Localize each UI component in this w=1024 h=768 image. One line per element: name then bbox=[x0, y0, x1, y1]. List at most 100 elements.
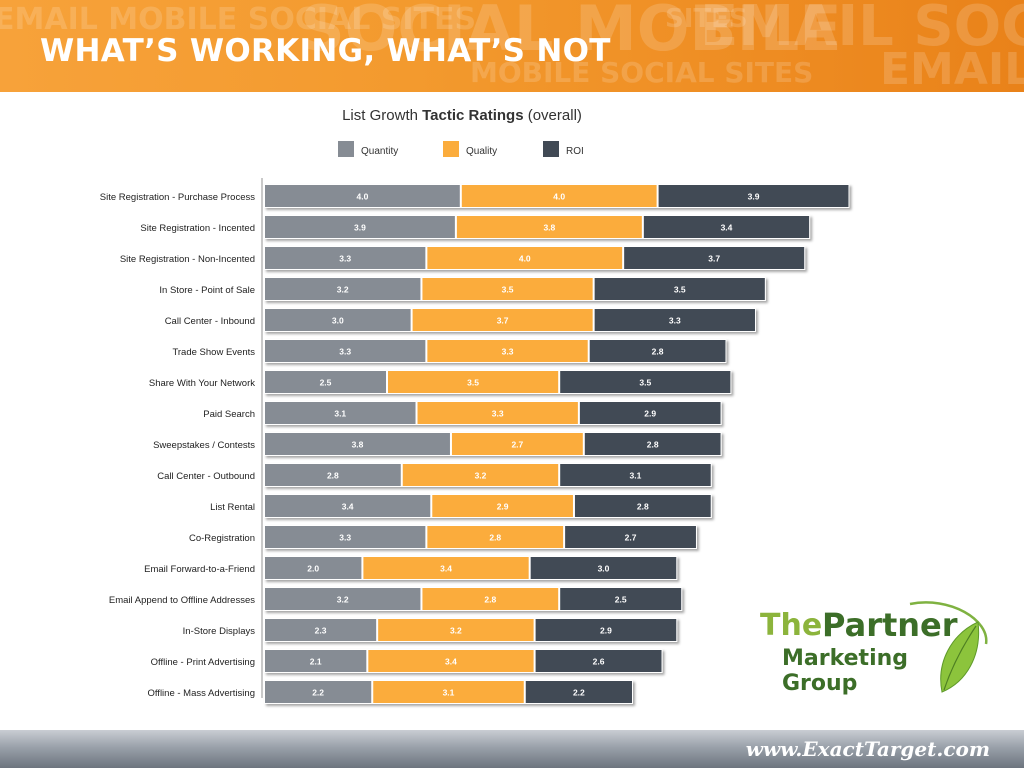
bar-segment-quantity bbox=[265, 526, 426, 548]
chart-title: List Growth Tactic Ratings (overall) bbox=[342, 107, 582, 124]
category-label: Sweepstakes / Contests bbox=[153, 440, 255, 451]
bar-row-site-registration-incented: Site Registration - Incented 3.9 3.8 3.4 bbox=[140, 215, 811, 239]
value-label-quality: 2.8 bbox=[484, 595, 496, 605]
value-label-roi: 3.7 bbox=[708, 254, 720, 264]
value-label-quantity: 3.3 bbox=[339, 347, 351, 357]
bar-segment-quantity bbox=[265, 185, 460, 207]
bar-row-in-store-displays: In-Store Displays 2.3 3.2 2.9 bbox=[183, 618, 678, 642]
banner-watermark-4: EMAIL SOCIAL bbox=[700, 0, 1024, 59]
banner-watermark-2: SOCIAL MOBILE bbox=[300, 0, 842, 65]
value-label-quality: 3.1 bbox=[443, 688, 455, 698]
value-label-roi: 3.5 bbox=[674, 285, 686, 295]
footer-url: www.ExactTarget.com bbox=[745, 737, 990, 761]
bar-segment-roi bbox=[560, 464, 711, 486]
value-label-quantity: 3.2 bbox=[337, 595, 349, 605]
bar-segment-roi bbox=[594, 278, 765, 300]
bar-segment-quantity bbox=[265, 402, 416, 424]
banner-watermark-6: EMAIL bbox=[880, 44, 1024, 92]
value-label-quantity: 3.1 bbox=[334, 409, 346, 419]
value-label-quality: 4.0 bbox=[519, 254, 531, 264]
bar-segment-quantity bbox=[265, 278, 421, 300]
value-label-roi: 2.9 bbox=[600, 626, 612, 636]
value-label-quality: 2.7 bbox=[511, 440, 523, 450]
value-label-roi: 2.9 bbox=[644, 409, 656, 419]
bar-segment-quality bbox=[363, 557, 529, 579]
value-label-quantity: 2.3 bbox=[315, 626, 327, 636]
bar-row-list-rental: List Rental 3.4 2.9 2.8 bbox=[210, 494, 712, 518]
banner-watermark-3: SITES bbox=[665, 4, 748, 34]
bar-segment-quantity bbox=[265, 681, 372, 703]
legend-label-quality: Quality bbox=[466, 146, 497, 157]
value-label-quantity: 4.0 bbox=[356, 192, 368, 202]
bar-segment-quantity bbox=[265, 557, 362, 579]
bar-segment-roi bbox=[560, 371, 731, 393]
category-label: Paid Search bbox=[203, 409, 255, 420]
bar-segment-quantity bbox=[265, 650, 367, 672]
bar-segment-quantity bbox=[265, 247, 426, 269]
bar-segment-roi bbox=[579, 402, 721, 424]
bar-segment-quantity bbox=[265, 464, 401, 486]
value-label-roi: 3.0 bbox=[598, 564, 610, 574]
bar-row-site-registration-purchase-process: Site Registration - Purchase Process 4.0 4… bbox=[100, 184, 850, 208]
bar-segment-roi bbox=[530, 557, 677, 579]
bar-segment-roi bbox=[643, 216, 810, 238]
bar-segment-quantity bbox=[265, 309, 411, 331]
category-label: Call Center - Outbound bbox=[157, 471, 255, 482]
value-label-quantity: 3.9 bbox=[354, 223, 366, 233]
bar-segment-roi bbox=[560, 588, 682, 610]
value-label-quantity: 2.8 bbox=[327, 471, 339, 481]
chart-title-regular: List Growth bbox=[342, 107, 422, 124]
category-label: Call Center - Inbound bbox=[165, 316, 255, 327]
logo-marketing-group: Marketing Group bbox=[782, 646, 909, 696]
category-label: List Rental bbox=[210, 502, 255, 513]
bar-segment-quality bbox=[461, 185, 657, 207]
value-label-quality: 3.2 bbox=[475, 471, 487, 481]
value-label-quality: 3.4 bbox=[440, 564, 452, 574]
bar-row-in-store-point-of-sale: In Store - Point of Sale 3.2 3.5 3.5 bbox=[159, 277, 766, 301]
bar-row-trade-show-events: Trade Show Events 3.3 3.3 2.8 bbox=[172, 339, 727, 363]
bar-segment-quantity bbox=[265, 371, 386, 393]
value-label-roi: 3.1 bbox=[630, 471, 642, 481]
bar-segment-quantity bbox=[265, 340, 426, 362]
bar-segment-roi bbox=[565, 526, 696, 548]
bar-segment-quality bbox=[432, 495, 573, 517]
bar-segment-quantity bbox=[265, 619, 377, 641]
value-label-quantity: 3.8 bbox=[352, 440, 364, 450]
bar-row-paid-search: Paid Search 3.1 3.3 2.9 bbox=[203, 401, 722, 425]
value-label-quality: 3.2 bbox=[450, 626, 462, 636]
bar-row-call-center-outbound: Call Center - Outbound 2.8 3.2 3.1 bbox=[157, 463, 712, 487]
chart-legend: Quantity Quality ROI bbox=[338, 141, 584, 157]
value-label-quality: 3.8 bbox=[543, 223, 555, 233]
value-label-roi: 3.9 bbox=[748, 192, 760, 202]
bar-segment-quality bbox=[427, 247, 623, 269]
bar-segment-quality bbox=[427, 526, 564, 548]
bar-segment-quality bbox=[368, 650, 534, 672]
legend-swatch-quantity bbox=[338, 141, 354, 157]
footer-bar: www.ExactTarget.com bbox=[0, 730, 1024, 768]
category-label: Share With Your Network bbox=[149, 378, 255, 389]
bar-segment-quality bbox=[422, 588, 559, 610]
value-label-roi: 3.4 bbox=[721, 223, 733, 233]
bar-segment-roi bbox=[594, 309, 755, 331]
value-label-roi: 2.2 bbox=[573, 688, 585, 698]
bar-segment-roi bbox=[574, 495, 711, 517]
value-label-quantity: 2.2 bbox=[312, 688, 324, 698]
chart-title-bold: Tactic Ratings bbox=[422, 107, 523, 124]
bar-segment-quality bbox=[417, 402, 578, 424]
chart-title-suffix: (overall) bbox=[524, 107, 582, 124]
value-label-quality: 3.3 bbox=[492, 409, 504, 419]
category-label: Email Append to Offline Addresses bbox=[109, 595, 255, 606]
value-label-roi: 2.5 bbox=[615, 595, 627, 605]
title-banner: EMAIL MOBILE SOCIAL SITES SOCIAL MOBILE … bbox=[0, 0, 1024, 92]
bar-row-email-append-to-offline-addresses: Email Append to Offline Addresses 3.2 2.8 2… bbox=[109, 587, 683, 611]
bar-segment-roi bbox=[535, 650, 662, 672]
bar-row-call-center-inbound: Call Center - Inbound 3.0 3.7 3.3 bbox=[165, 308, 756, 332]
legend-swatch-quality bbox=[443, 141, 459, 157]
value-label-quantity: 3.2 bbox=[337, 285, 349, 295]
bar-segment-quantity bbox=[265, 216, 455, 238]
value-label-quality: 3.5 bbox=[467, 378, 479, 388]
bar-segment-quality bbox=[388, 371, 559, 393]
bar-row-sweepstakes-contests: Sweepstakes / Contests 3.8 2.7 2.8 bbox=[153, 432, 722, 456]
legend-swatch-roi bbox=[543, 141, 559, 157]
bar-segment-roi bbox=[525, 681, 632, 703]
